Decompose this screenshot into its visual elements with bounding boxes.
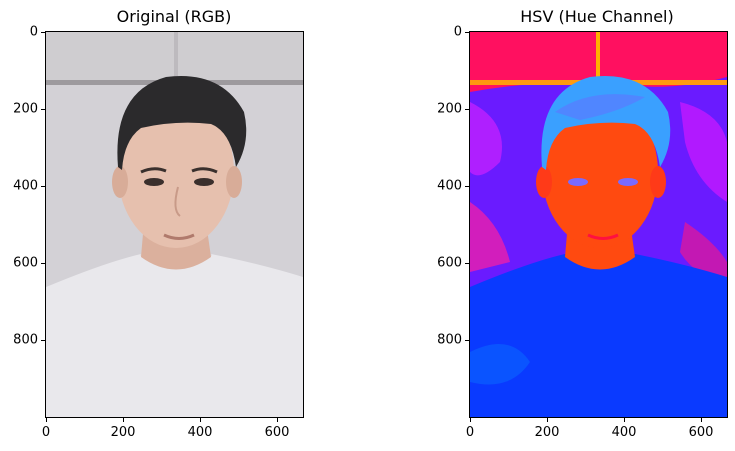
xtick-label: 200 [111, 425, 136, 440]
ytick-label: 800 [437, 333, 462, 348]
ytick-label: 0 [454, 25, 462, 40]
xtick-mark [624, 418, 625, 422]
xtick-label: 400 [612, 425, 637, 440]
ytick-label: 400 [437, 179, 462, 194]
ytick-label: 800 [13, 333, 38, 348]
xtick-mark [701, 418, 702, 422]
ytick-mark [465, 186, 469, 187]
ytick-label: 600 [437, 256, 462, 271]
portrait-photo-image [46, 32, 303, 417]
panel-title-original: Original (RGB) [117, 7, 232, 26]
image-axes-hue [469, 31, 728, 418]
ytick-label: 600 [13, 256, 38, 271]
panel-title-hue: HSV (Hue Channel) [520, 7, 674, 26]
ytick-mark [41, 32, 45, 33]
xtick-mark [547, 418, 548, 422]
ytick-mark [465, 32, 469, 33]
ytick-mark [465, 340, 469, 341]
ytick-mark [41, 109, 45, 110]
xtick-label: 0 [42, 425, 50, 440]
xtick-label: 600 [265, 425, 290, 440]
xtick-label: 0 [466, 425, 474, 440]
xtick-mark [277, 418, 278, 422]
ytick-mark [41, 186, 45, 187]
xtick-label: 200 [535, 425, 560, 440]
ytick-label: 0 [30, 25, 38, 40]
image-axes-original [45, 31, 304, 418]
xtick-mark [470, 418, 471, 422]
xtick-mark [123, 418, 124, 422]
ytick-mark [41, 340, 45, 341]
ytick-mark [41, 263, 45, 264]
hue-channel-image [470, 32, 727, 417]
ytick-label: 200 [13, 102, 38, 117]
ytick-mark [465, 109, 469, 110]
xtick-label: 600 [689, 425, 714, 440]
ytick-label: 400 [13, 179, 38, 194]
ytick-label: 200 [437, 102, 462, 117]
ytick-mark [465, 263, 469, 264]
xtick-mark [200, 418, 201, 422]
xtick-label: 400 [188, 425, 213, 440]
xtick-mark [46, 418, 47, 422]
